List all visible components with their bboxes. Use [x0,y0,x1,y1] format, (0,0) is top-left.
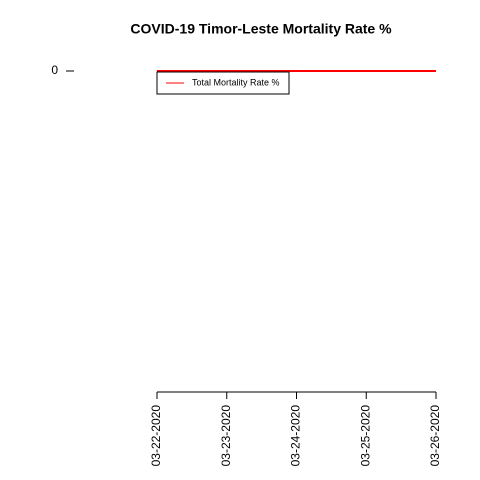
x-tick-label: 03-23-2020 [219,405,233,467]
legend-box [156,71,290,95]
x-tick-label: 03-25-2020 [358,405,372,467]
legend-label: Total Mortality Rate % [192,77,280,87]
chart-title: COVID-19 Timor-Leste Mortality Rate % [130,21,392,37]
x-tick-label: 03-26-2020 [428,405,442,467]
x-tick-label: 03-22-2020 [149,405,163,467]
x-tick-label: 03-24-2020 [289,405,303,467]
y-tick-label: 0 [51,63,58,77]
